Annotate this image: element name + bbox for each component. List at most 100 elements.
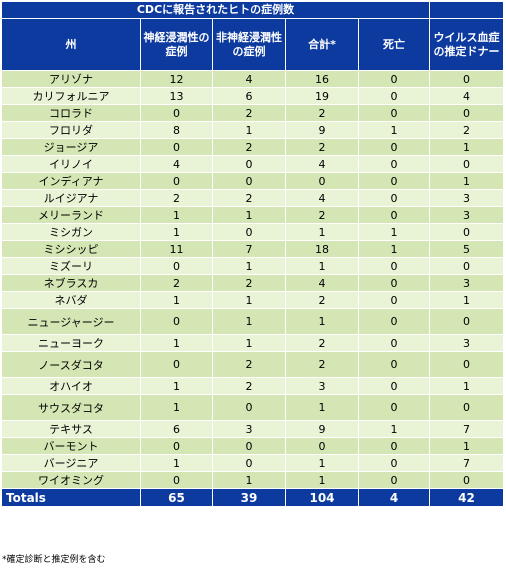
value-cell: 11 xyxy=(140,240,213,258)
state-cell: ミシガン xyxy=(1,223,141,241)
value-cell: 7 xyxy=(429,420,504,438)
state-cell: ノースダコタ xyxy=(1,351,141,378)
value-cell: 0 xyxy=(212,394,286,421)
value-cell: 5 xyxy=(429,240,504,258)
value-cell: 1 xyxy=(358,420,430,438)
value-cell: 0 xyxy=(358,334,430,352)
value-cell: 1 xyxy=(429,377,504,395)
value-cell: 0 xyxy=(285,172,359,190)
state-cell: イリノイ xyxy=(1,155,141,173)
value-cell: 3 xyxy=(429,206,504,224)
value-cell: 0 xyxy=(429,257,504,275)
value-cell: 0 xyxy=(358,291,430,309)
value-cell: 1 xyxy=(140,454,213,472)
totals-row: Totals 65 39 104 4 42 xyxy=(1,488,504,507)
value-cell: 0 xyxy=(140,471,213,489)
table-row: ミズーリ 0 1 1 0 0 xyxy=(1,257,504,275)
table-row: アリゾナ 12 4 16 0 0 xyxy=(1,70,504,88)
value-cell: 9 xyxy=(285,121,359,139)
value-cell: 0 xyxy=(212,437,286,455)
value-cell: 0 xyxy=(429,308,504,335)
value-cell: 0 xyxy=(429,223,504,241)
value-cell: 0 xyxy=(212,223,286,241)
table-row: ジョージア 0 2 2 0 1 xyxy=(1,138,504,156)
state-cell: アリゾナ xyxy=(1,70,141,88)
table-row: ルイジアナ 2 2 4 0 3 xyxy=(1,189,504,207)
value-cell: 0 xyxy=(358,308,430,335)
value-cell: 1 xyxy=(285,454,359,472)
table-row: ノースダコタ 0 2 2 0 0 xyxy=(1,351,504,378)
value-cell: 1 xyxy=(140,206,213,224)
value-cell: 0 xyxy=(358,437,430,455)
value-cell: 2 xyxy=(285,291,359,309)
value-cell: 4 xyxy=(140,155,213,173)
value-cell: 1 xyxy=(285,471,359,489)
state-cell: ワイオミング xyxy=(1,471,141,489)
value-cell: 3 xyxy=(429,274,504,292)
table-row: ニュージャージー 0 1 1 0 0 xyxy=(1,308,504,335)
state-cell: ミシシッピ xyxy=(1,240,141,258)
value-cell: 0 xyxy=(358,257,430,275)
value-cell: 1 xyxy=(140,291,213,309)
table-row: フロリダ 8 1 9 1 2 xyxy=(1,121,504,139)
state-cell: コロラド xyxy=(1,104,141,122)
value-cell: 0 xyxy=(429,70,504,88)
value-cell: 1 xyxy=(285,308,359,335)
value-cell: 2 xyxy=(212,377,286,395)
value-cell: 1 xyxy=(285,223,359,241)
table-row: ネブラスカ 2 2 4 0 3 xyxy=(1,274,504,292)
total-value-cell: 39 xyxy=(212,488,286,507)
value-cell: 1 xyxy=(212,291,286,309)
value-cell: 2 xyxy=(285,206,359,224)
value-cell: 1 xyxy=(212,334,286,352)
value-cell: 2 xyxy=(285,104,359,122)
value-cell: 1 xyxy=(358,240,430,258)
state-cell: メリーランド xyxy=(1,206,141,224)
state-cell: カリフォルニア xyxy=(1,87,141,105)
col-header-state: 州 xyxy=(1,18,141,71)
value-cell: 0 xyxy=(212,454,286,472)
table-title: CDCに報告されたヒトの症例数 xyxy=(1,1,430,19)
value-cell: 0 xyxy=(429,471,504,489)
value-cell: 1 xyxy=(212,206,286,224)
value-cell: 0 xyxy=(429,104,504,122)
value-cell: 2 xyxy=(212,189,286,207)
value-cell: 1 xyxy=(358,223,430,241)
value-cell: 0 xyxy=(429,155,504,173)
value-cell: 7 xyxy=(212,240,286,258)
table-row: テキサス 6 3 9 1 7 xyxy=(1,420,504,438)
state-cell: フロリダ xyxy=(1,121,141,139)
value-cell: 2 xyxy=(140,274,213,292)
value-cell: 0 xyxy=(358,155,430,173)
value-cell: 1 xyxy=(358,121,430,139)
value-cell: 0 xyxy=(358,351,430,378)
value-cell: 1 xyxy=(429,138,504,156)
value-cell: 1 xyxy=(140,377,213,395)
totals-label: Totals xyxy=(1,488,141,507)
state-cell: ネバダ xyxy=(1,291,141,309)
value-cell: 16 xyxy=(285,70,359,88)
value-cell: 1 xyxy=(285,394,359,421)
value-cell: 12 xyxy=(140,70,213,88)
table-row: ワイオミング 0 1 1 0 0 xyxy=(1,471,504,489)
value-cell: 0 xyxy=(140,257,213,275)
total-value-cell: 104 xyxy=(285,488,359,507)
table-row: ミシガン 1 0 1 1 0 xyxy=(1,223,504,241)
total-value-cell: 65 xyxy=(140,488,213,507)
value-cell: 4 xyxy=(285,274,359,292)
state-cell: オハイオ xyxy=(1,377,141,395)
table-row: オハイオ 1 2 3 0 1 xyxy=(1,377,504,395)
value-cell: 0 xyxy=(358,138,430,156)
value-cell: 0 xyxy=(140,104,213,122)
value-cell: 1 xyxy=(212,257,286,275)
value-cell: 1 xyxy=(212,308,286,335)
value-cell: 0 xyxy=(140,308,213,335)
total-value-cell: 42 xyxy=(429,488,504,507)
state-cell: ミズーリ xyxy=(1,257,141,275)
table-row: ニューヨーク 1 1 2 0 3 xyxy=(1,334,504,352)
col-header-deaths: 死亡 xyxy=(358,18,430,71)
value-cell: 19 xyxy=(285,87,359,105)
col-header-neuroinvasive: 神経浸潤性の症例 xyxy=(140,18,213,71)
table-row: イリノイ 4 0 4 0 0 xyxy=(1,155,504,173)
